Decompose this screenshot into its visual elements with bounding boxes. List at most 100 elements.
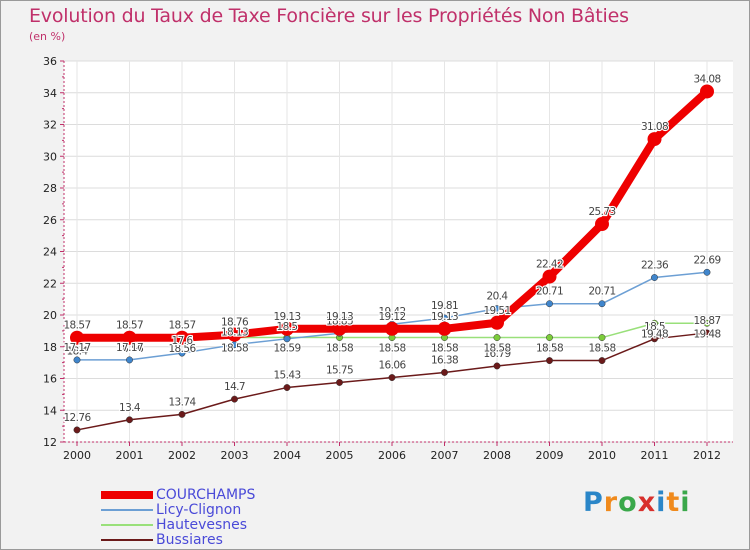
y-tick-label-12: 12: [43, 436, 57, 449]
data-label-hautevesnes-2004: 18.59: [273, 342, 300, 354]
x-tick-label-2002: 2002: [168, 449, 196, 462]
logo-letter: i: [656, 487, 667, 518]
y-tick-label-16: 16: [43, 373, 57, 386]
point-bussiares-2000: [73, 426, 81, 434]
data-label-bussiares-2008: 16.79: [483, 348, 510, 360]
y-tick-label-34: 34: [43, 87, 57, 100]
data-label-licy-clignon-2003: 18.13: [221, 327, 248, 339]
point-courchamps-2005: [332, 321, 347, 336]
data-label-hautevesnes-2002: 18.56: [168, 343, 196, 355]
data-label-courchamps-2000: 18.57: [63, 320, 90, 332]
data-label-licy-clignon-2006: 19.42: [378, 306, 405, 318]
data-label-bussiares-2005: 15.75: [326, 364, 353, 376]
point-courchamps-2011: [647, 132, 662, 147]
legend-swatch-licy-clignon: [101, 509, 153, 511]
legend-label-hautevesnes: Hautevesnes: [156, 517, 248, 533]
logo-letter: P: [583, 487, 604, 518]
data-label-licy-clignon-2009: 20.71: [536, 286, 563, 298]
point-licy-clignon-2002: [178, 349, 186, 357]
data-label-hautevesnes-2005: 18.58: [326, 343, 353, 355]
chart-title: Evolution du Taux de Taxe Foncière sur l…: [29, 5, 629, 27]
point-bussiares-2001: [126, 416, 133, 424]
data-label-licy-clignon-2004: 18.5: [277, 321, 298, 333]
legend-item-courchamps: COURCHAMPS: [101, 487, 321, 503]
y-tick-label-26: 26: [43, 214, 57, 227]
x-tick-label-2001: 2001: [116, 449, 144, 462]
data-label-bussiares-2011: 18.5: [644, 321, 665, 333]
point-licy-clignon-2011: [651, 274, 658, 281]
x-tick-label-2012: 2012: [693, 449, 721, 462]
point-bussiares-2009: [546, 357, 553, 365]
logo-letter: i: [680, 487, 691, 518]
data-label-licy-clignon-2001: 17.17: [116, 342, 143, 354]
proxiti-logo: Proxiti: [583, 487, 691, 518]
data-label-licy-clignon-2002: 17.6: [172, 335, 194, 347]
data-label-licy-clignon-2011: 22.36: [641, 260, 669, 272]
point-courchamps-2001: [122, 330, 137, 345]
data-label-bussiares-2000: 12.76: [63, 412, 91, 424]
legend-label-licy-clignon: Licy-Clignon: [156, 502, 242, 518]
data-label-bussiares-2006: 16.06: [378, 360, 406, 372]
legend-item-hautevesnes: Hautevesnes: [101, 517, 321, 533]
y-tick-label-28: 28: [43, 182, 57, 195]
point-courchamps-2007: [437, 321, 452, 336]
x-tick-label-2000: 2000: [63, 449, 91, 462]
y-tick-label-30: 30: [43, 150, 57, 163]
data-label-courchamps-2004: 19.13: [273, 311, 300, 323]
data-label-licy-clignon-2012: 22.69: [693, 254, 720, 266]
data-label-hautevesnes-2011: 19.48: [641, 328, 668, 340]
point-bussiares-2005: [336, 379, 343, 386]
point-courchamps-2000: [70, 330, 84, 345]
legend-label-courchamps: COURCHAMPS: [156, 487, 256, 503]
data-label-courchamps-2010: 25.73: [588, 206, 615, 218]
data-label-hautevesnes-2008: 18.58: [483, 343, 510, 355]
y-tick-label-18: 18: [43, 341, 57, 354]
point-hautevesnes-2008: [493, 334, 501, 341]
point-licy-clignon-2010: [598, 300, 606, 308]
data-label-bussiares-2012: 18.87: [693, 315, 720, 327]
data-label-hautevesnes-2006: 18.58: [378, 343, 405, 355]
data-label-hautevesnes-2007: 18.58: [431, 343, 458, 355]
data-label-courchamps-2003: 18.76: [221, 317, 249, 329]
point-hautevesnes-2011: [651, 319, 658, 327]
point-bussiares-2008: [493, 362, 501, 370]
point-bussiares-2012: [703, 329, 711, 337]
data-label-bussiares-2002: 13.74: [168, 396, 196, 408]
data-label-hautevesnes-2003: 18.58: [221, 343, 248, 355]
point-courchamps-2008: [490, 315, 504, 330]
data-label-courchamps-2008: 19.51: [483, 305, 510, 317]
data-label-licy-clignon-2010: 20.71: [588, 286, 615, 298]
data-label-courchamps-2001: 18.57: [116, 320, 143, 332]
data-label-hautevesnes-2012: 19.48: [693, 328, 720, 340]
point-hautevesnes-2009: [546, 334, 553, 341]
legend-label-bussiares: Bussiares: [156, 532, 223, 548]
data-label-courchamps-2011: 31.08: [641, 121, 668, 133]
y-tick-label-14: 14: [43, 404, 57, 417]
point-hautevesnes-2012: [703, 319, 711, 327]
x-tick-label-2006: 2006: [378, 449, 406, 462]
data-label-hautevesnes-2000: 18.4: [67, 345, 89, 357]
data-label-licy-clignon-2005: 18.85: [326, 315, 353, 327]
point-hautevesnes-2010: [598, 334, 606, 341]
point-courchamps-2006: [385, 321, 399, 336]
data-label-licy-clignon-2008: 20.4: [487, 291, 509, 303]
logo-letter: t: [666, 487, 681, 518]
x-tick-label-2007: 2007: [431, 449, 459, 462]
data-label-hautevesnes-2009: 18.58: [536, 343, 563, 355]
legend-swatch-bussiares: [101, 539, 153, 541]
x-tick-label-2003: 2003: [221, 449, 249, 462]
x-tick-label-2010: 2010: [588, 449, 616, 462]
data-label-licy-clignon-2007: 19.81: [431, 300, 458, 312]
point-bussiares-2002: [178, 410, 186, 418]
point-licy-clignon-2012: [703, 268, 711, 276]
point-courchamps-2004: [280, 321, 294, 336]
x-tick-label-2008: 2008: [483, 449, 511, 462]
legend-item-licy-clignon: Licy-Clignon: [101, 502, 321, 518]
point-licy-clignon-2008: [493, 305, 501, 313]
data-label-hautevesnes-2001: 18.56: [116, 343, 144, 355]
data-label-bussiares-2004: 15.43: [273, 370, 300, 382]
logo-letter: x: [637, 487, 657, 518]
logo-letter: r: [603, 487, 619, 518]
